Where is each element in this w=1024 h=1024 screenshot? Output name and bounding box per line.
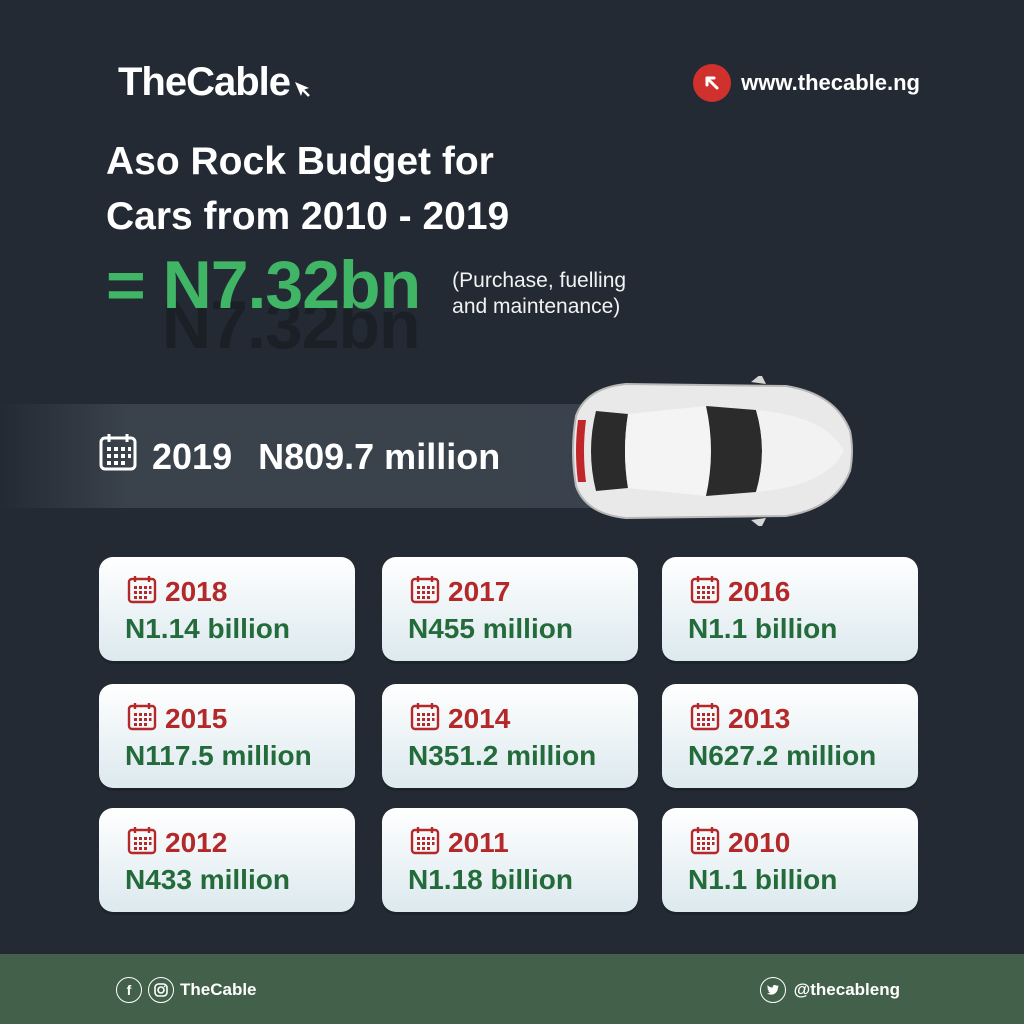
calendar-icon xyxy=(690,825,720,862)
social-left[interactable]: f TheCable xyxy=(116,977,257,1003)
year-card-2015: 2015 N117.5 million xyxy=(99,684,355,788)
calendar-icon xyxy=(98,432,138,481)
calendar-icon xyxy=(127,701,157,738)
instagram-icon[interactable] xyxy=(148,977,174,1003)
facebook-icon[interactable]: f xyxy=(116,977,142,1003)
calendar-icon xyxy=(690,701,720,738)
card-year: 2018 xyxy=(165,576,228,607)
card-amount: N1.1 billion xyxy=(688,864,838,895)
highlight-year: 2019 xyxy=(152,435,233,477)
total-note-line-2: and maintenance) xyxy=(452,295,621,318)
card-year-line: 2010 xyxy=(690,826,918,860)
twitter-icon[interactable] xyxy=(759,977,786,1003)
year-card-2013: 2013 N627.2 million xyxy=(662,684,918,788)
link-arrow-icon xyxy=(693,64,732,102)
website-url: www.thecable.ng xyxy=(741,70,920,95)
calendar-icon xyxy=(690,574,720,611)
year-card-2014: 2014 N351.2 million xyxy=(382,684,638,788)
total-row: = N7.32bn N7.32bn (Purchase, fuelling an… xyxy=(106,246,626,363)
calendar-icon xyxy=(127,574,157,611)
card-year-line: 2017 xyxy=(410,575,638,609)
calendar-icon xyxy=(127,825,157,862)
card-year: 2015 xyxy=(165,703,228,734)
card-year: 2012 xyxy=(165,827,228,858)
card-year: 2010 xyxy=(728,827,791,858)
card-year-line: 2013 xyxy=(690,702,918,736)
year-card-2010: 2010 N1.1 billion xyxy=(662,808,918,912)
highlight-band xyxy=(0,404,640,508)
highlight-2019: 2019 N809.7 million xyxy=(98,432,500,481)
page-title: Aso Rock Budget for Cars from 2010 - 201… xyxy=(106,134,666,244)
total-value: = N7.32bn xyxy=(106,247,421,323)
card-year: 2013 xyxy=(728,703,791,734)
calendar-icon xyxy=(410,574,440,611)
year-card-2011: 2011 N1.18 billion xyxy=(382,808,638,912)
card-year-line: 2014 xyxy=(410,702,638,736)
year-card-2018: 2018 N1.14 billion xyxy=(99,557,355,661)
total-note-line-1: (Purchase, fuelling xyxy=(452,269,627,292)
card-amount: N1.18 billion xyxy=(408,864,573,895)
year-card-2017: 2017 N455 million xyxy=(382,557,638,661)
calendar-icon xyxy=(410,701,440,738)
brand-logo[interactable]: TheCable xyxy=(118,60,312,105)
card-amount: N117.5 million xyxy=(125,740,312,771)
website-link[interactable]: www.thecable.ng xyxy=(693,64,920,102)
footer-left-handle: TheCable xyxy=(180,980,257,999)
footer-right-handle: @thecableng xyxy=(793,980,900,999)
title-line-1: Aso Rock Budget for xyxy=(106,140,494,183)
card-year-line: 2018 xyxy=(127,575,355,609)
card-amount: N1.14 billion xyxy=(125,613,290,644)
highlight-amount: N809.7 million xyxy=(258,435,501,477)
social-right[interactable]: @thecableng xyxy=(759,977,900,1003)
card-year-line: 2015 xyxy=(127,702,355,736)
card-amount: N455 million xyxy=(408,613,573,644)
car-image xyxy=(572,376,853,526)
brand-name: TheCable xyxy=(118,60,291,104)
card-amount: N351.2 million xyxy=(408,740,597,771)
card-year-line: 2016 xyxy=(690,575,918,609)
title-line-2: Cars from 2010 - 2019 xyxy=(106,195,510,238)
card-year-line: 2011 xyxy=(410,826,638,860)
year-card-2016: 2016 N1.1 billion xyxy=(662,557,918,661)
card-year-line: 2012 xyxy=(127,826,355,860)
card-year: 2014 xyxy=(448,703,511,734)
card-amount: N433 million xyxy=(125,864,290,895)
card-year: 2011 xyxy=(448,827,509,858)
card-year: 2016 xyxy=(728,576,791,607)
cursor-icon xyxy=(292,64,312,109)
card-amount: N627.2 million xyxy=(688,740,877,771)
card-year: 2017 xyxy=(448,576,511,607)
total-note: (Purchase, fuelling and maintenance) xyxy=(452,268,626,320)
card-amount: N1.1 billion xyxy=(688,613,838,644)
calendar-icon xyxy=(410,825,440,862)
year-card-2012: 2012 N433 million xyxy=(99,808,355,912)
